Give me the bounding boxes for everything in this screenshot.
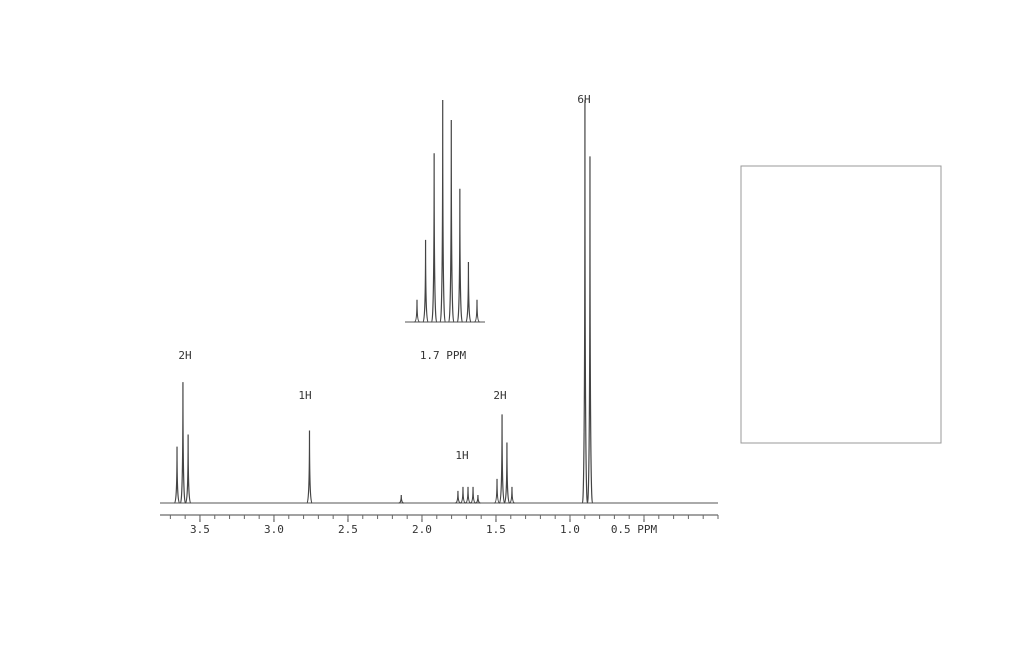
peak <box>465 486 471 504</box>
inset-label: 1.7 PPM <box>420 349 467 362</box>
x-tick-label: 3.5 <box>190 523 210 536</box>
peak <box>455 490 461 504</box>
peak <box>398 494 404 504</box>
peak <box>179 382 187 504</box>
peak <box>494 478 500 504</box>
peak <box>465 262 472 323</box>
x-tick-label: 3.0 <box>264 523 284 536</box>
peak <box>498 414 506 504</box>
peak <box>581 99 589 504</box>
annotation: 6H <box>577 93 590 106</box>
x-tick-label: 1.0 <box>560 523 580 536</box>
peak <box>509 486 515 504</box>
peak <box>474 299 480 323</box>
empty-box <box>740 165 942 444</box>
peak <box>185 434 192 504</box>
x-tick-label: 2.5 <box>338 523 358 536</box>
peak <box>456 188 463 323</box>
peak <box>470 486 476 504</box>
x-tick-label: 0.5 PPM <box>611 523 658 536</box>
x-tick-label: 1.5 <box>486 523 506 536</box>
annotation: 2H <box>178 349 191 362</box>
peak <box>460 486 466 504</box>
peak <box>475 494 481 504</box>
peak <box>422 239 429 323</box>
peak <box>586 156 594 504</box>
peak <box>439 99 446 323</box>
annotation: 1H <box>298 389 311 402</box>
annotation: 1H <box>455 449 468 462</box>
peak <box>431 153 438 323</box>
peak <box>448 119 455 323</box>
peak <box>414 299 420 323</box>
peak <box>306 430 313 504</box>
annotation: 2H <box>493 389 506 402</box>
peak <box>173 446 181 504</box>
x-tick-label: 2.0 <box>412 523 432 536</box>
peak <box>503 442 511 504</box>
